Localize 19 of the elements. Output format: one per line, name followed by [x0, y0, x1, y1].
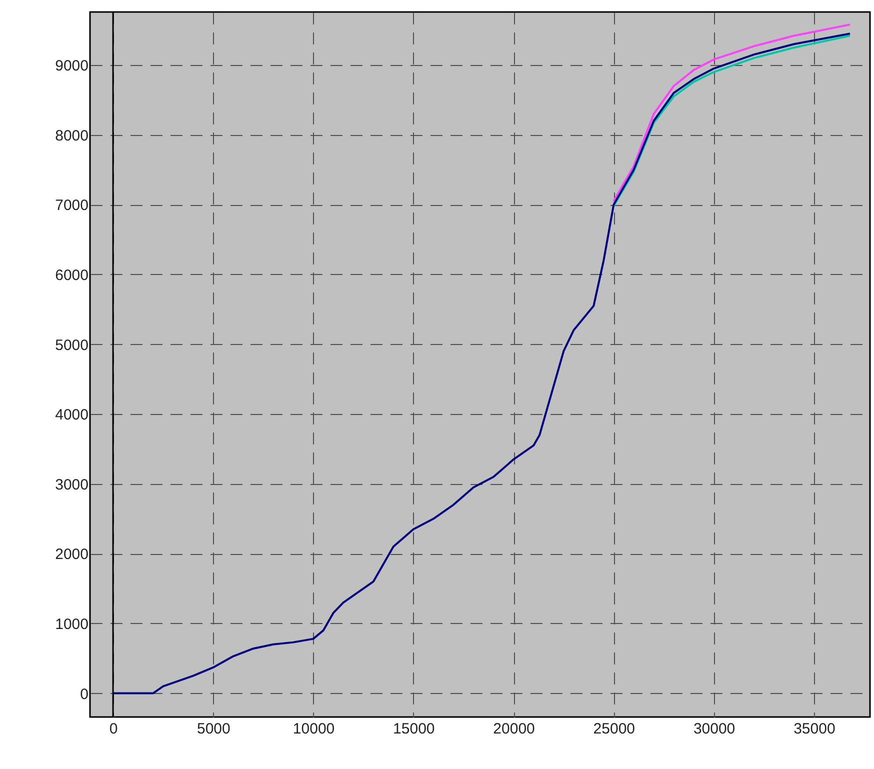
y-tick-label: 5000: [55, 336, 88, 354]
line-series: [112, 32, 851, 694]
y-tick-label: 4000: [55, 406, 88, 424]
y-tick-label: 1000: [55, 616, 88, 633]
y-tick-label: 2000: [55, 546, 88, 564]
y-tick-label: 6000: [55, 266, 88, 284]
y-tick-label: 8000: [55, 127, 88, 144]
x-tick-label: 5000: [196, 720, 230, 738]
y-tick-label: 3000: [55, 476, 88, 494]
x-tick-label: 25000: [593, 720, 636, 738]
x-tick-label: 20000: [493, 720, 535, 738]
x-tick-label: 35000: [794, 720, 836, 738]
y-tick-label: 7000: [55, 197, 88, 214]
y-tick-label: 0: [80, 686, 88, 703]
x-tick-label: 15000: [393, 720, 435, 738]
y-tick-label: 9000: [55, 58, 88, 75]
x-tick-label: 10000: [292, 720, 335, 738]
x-tick-label: 30000: [693, 720, 736, 738]
x-tick-label: 0: [109, 720, 118, 738]
